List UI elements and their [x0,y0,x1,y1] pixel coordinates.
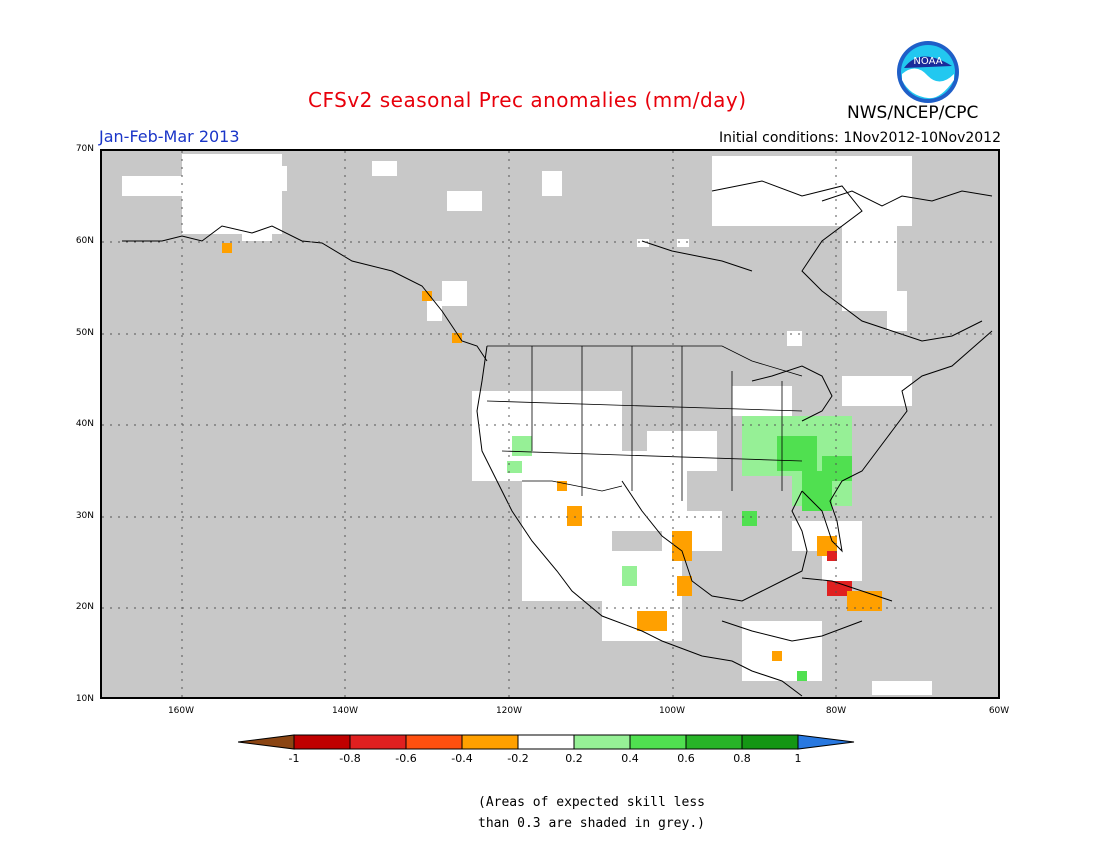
legend-swatch [461,734,519,750]
lon-tick-160w: 160W [167,706,195,716]
skill-note-line-1: (Areas of expected skill less [478,795,705,810]
legend-label: 0.2 [565,752,583,765]
color-legend-bar [238,734,855,750]
noaa-logo-icon: NOAA [897,41,959,103]
chart-title: CFSv2 seasonal Prec anomalies (mm/day) [308,88,747,112]
legend-swatch [573,734,631,750]
skill-note: (Areas of expected skill less than 0.3 a… [478,792,705,834]
legend-label: 0.8 [733,752,751,765]
legend-swatch [685,734,743,750]
legend-arrow-high [797,734,855,750]
skill-note-line-2: than 0.3 are shaded in grey.) [478,816,705,831]
wet-anomaly-regions [507,416,852,681]
legend-label: -0.4 [451,752,473,765]
lon-tick-60w: 60W [988,706,1010,716]
legend-swatch [629,734,687,750]
period-label: Jan-Feb-Mar 2013 [99,127,240,146]
agency-label: NWS/NCEP/CPC [847,103,979,123]
lon-tick-100w: 100W [658,706,686,716]
lon-tick-80w: 80W [825,706,847,716]
legend-swatch [349,734,407,750]
logo-text: NOAA [913,56,942,67]
initial-conditions: Initial conditions: 1Nov2012-10Nov2012 [718,130,1001,146]
lat-tick-70n: 70N [75,144,94,154]
legend-swatch [405,734,463,750]
legend-label: -0.8 [339,752,361,765]
legend-swatch [293,734,351,750]
legend-label: -1 [288,752,300,765]
lat-tick-50n: 50N [75,328,94,338]
legend-swatch [517,734,575,750]
map-panel [100,149,1000,699]
legend-swatch [741,734,799,750]
lon-tick-140w: 140W [331,706,359,716]
lat-tick-10n: 10N [75,694,94,704]
lon-tick-120w: 120W [495,706,523,716]
legend-label: -0.6 [395,752,417,765]
legend-label: 1 [794,752,802,765]
dry-anomaly-regions [222,243,882,661]
lat-tick-20n: 20N [75,602,94,612]
lat-tick-60n: 60N [75,236,94,246]
lat-tick-40n: 40N [75,419,94,429]
legend-arrow-low [238,734,295,750]
lat-tick-30n: 30N [75,511,94,521]
legend-label: 0.4 [621,752,639,765]
political-boundaries [486,345,803,501]
lat-lon-grid [102,151,998,697]
legend-label: -0.2 [507,752,529,765]
map-canvas [102,151,998,697]
legend-label: 0.6 [677,752,695,765]
